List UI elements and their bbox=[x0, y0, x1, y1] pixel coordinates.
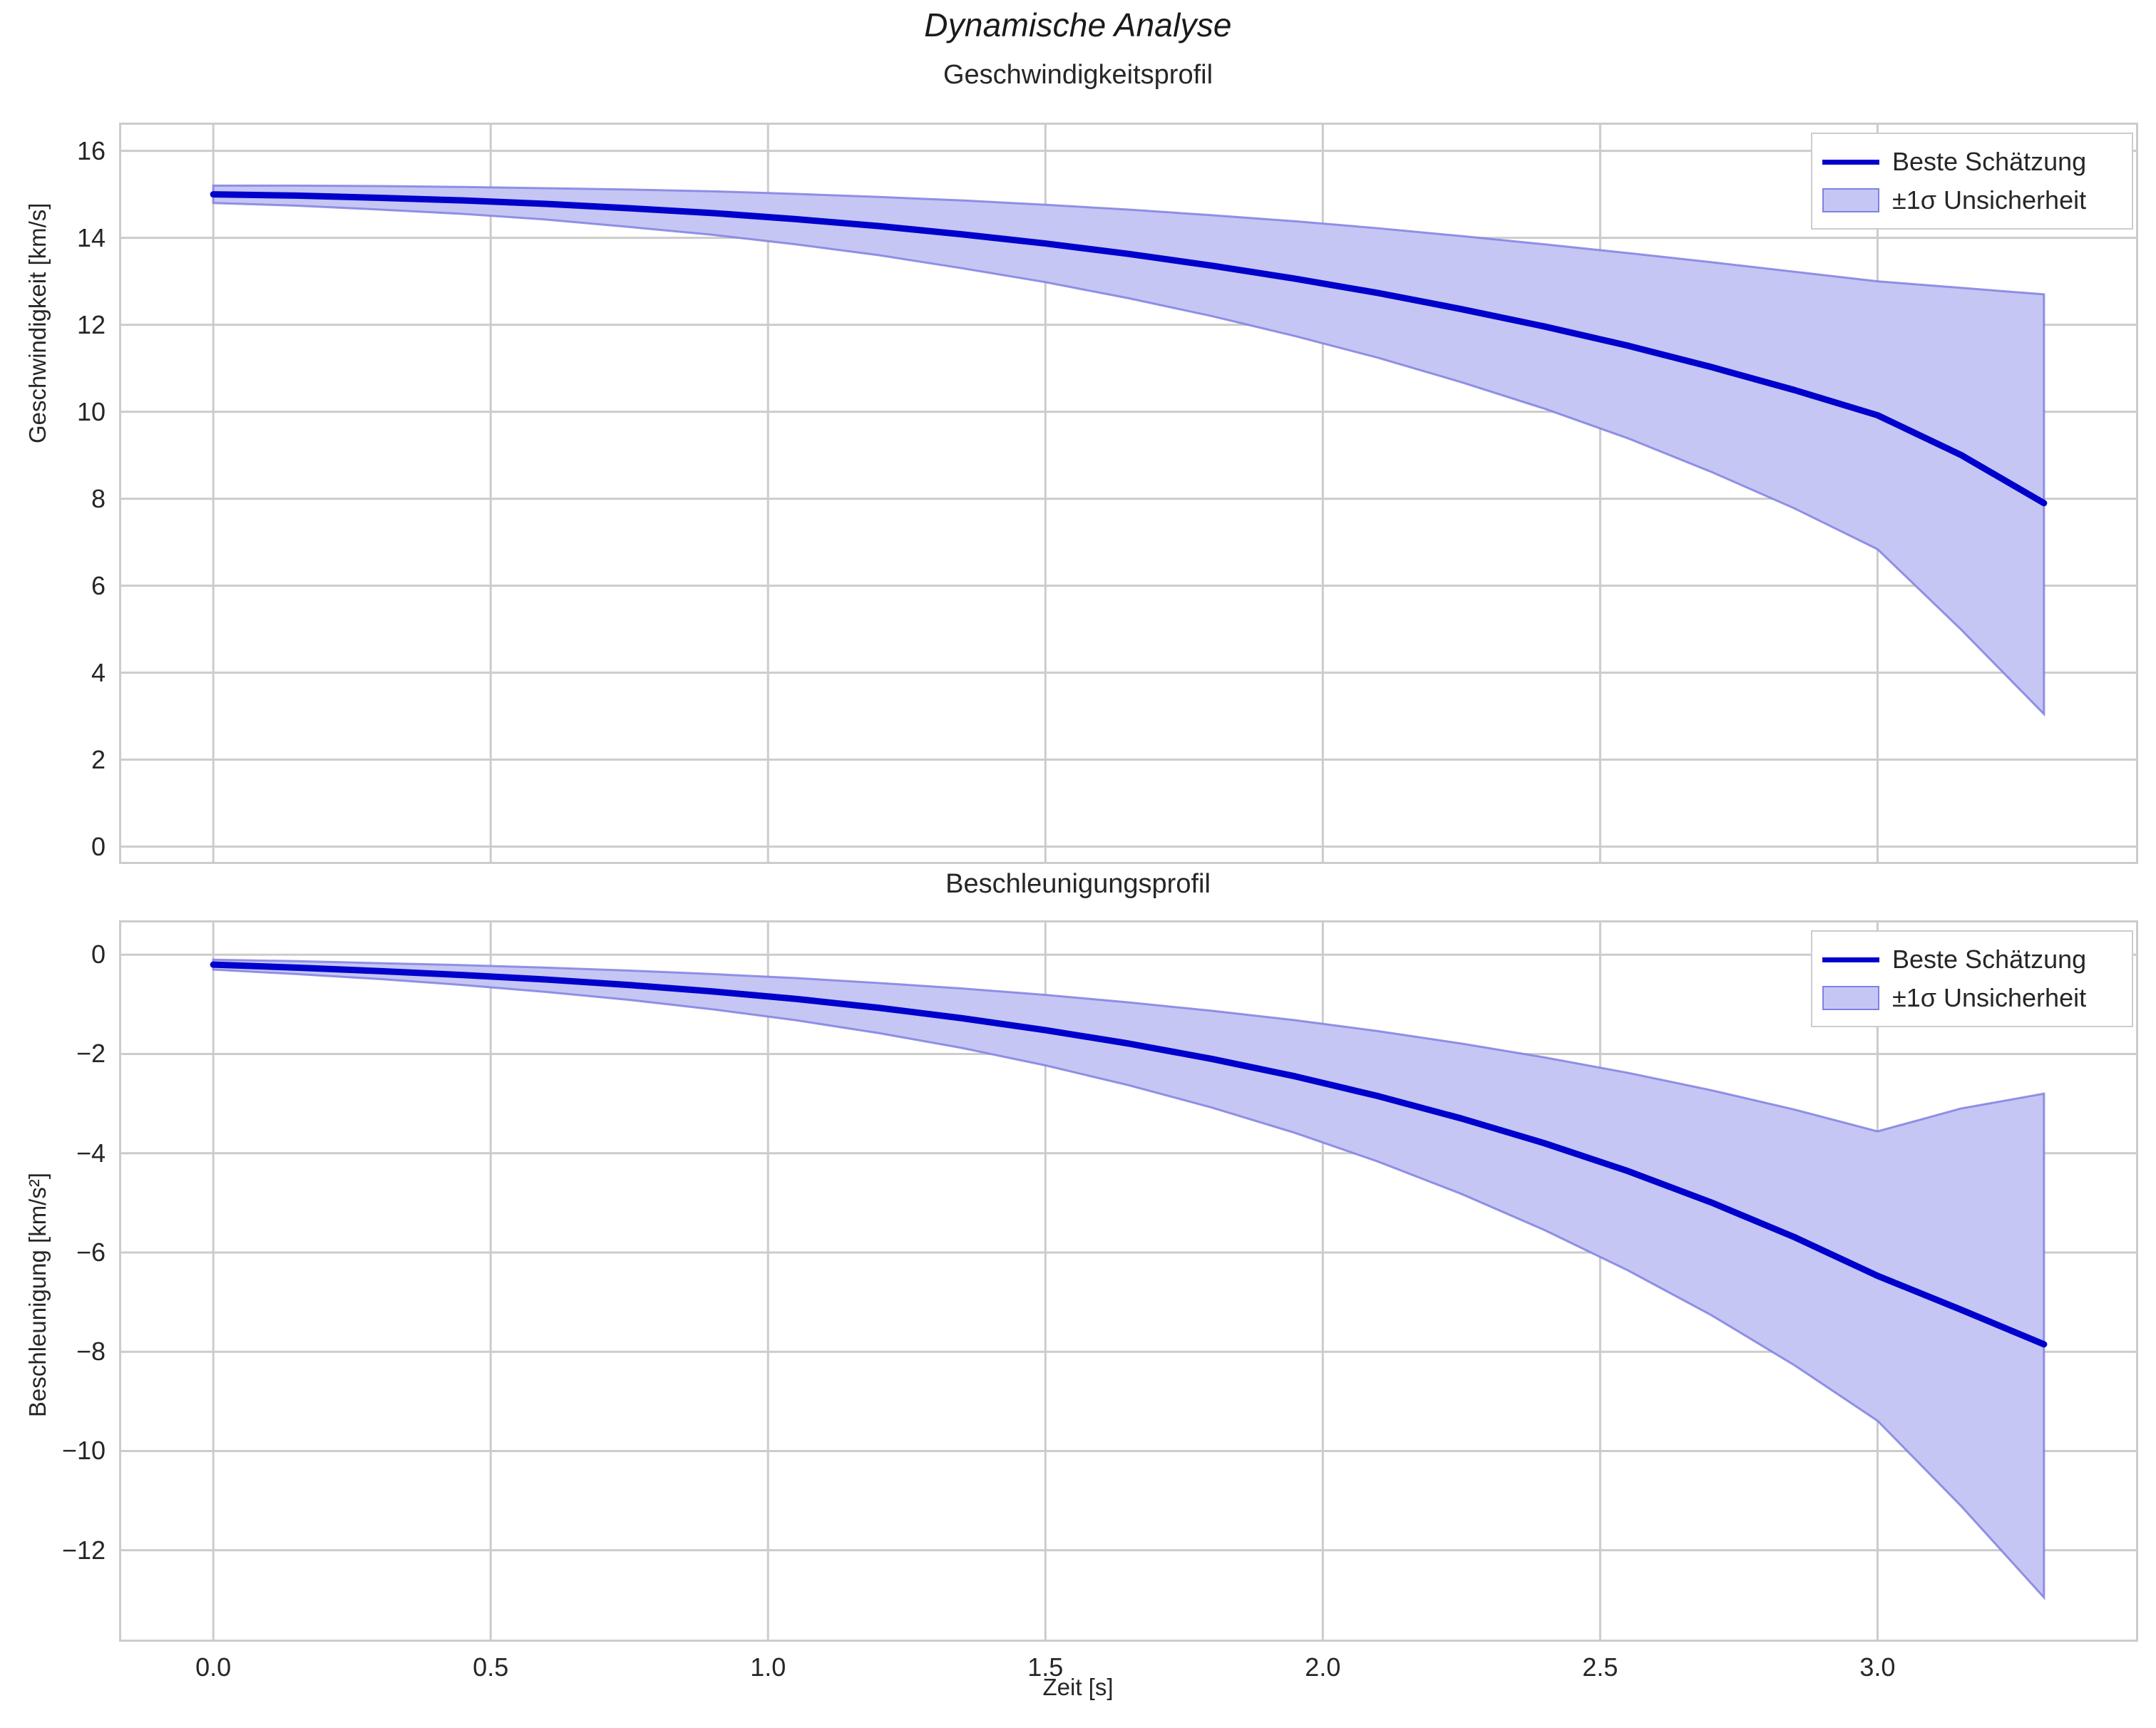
legend-label-best-estimate: Beste Schätzung bbox=[1892, 945, 2087, 974]
ytick-label: 6 bbox=[91, 570, 106, 600]
velocity-legend: Beste Schätzung ±1σ Unsicherheit bbox=[1811, 133, 2133, 230]
ytick-label: −10 bbox=[61, 1436, 106, 1466]
ytick-label: 8 bbox=[91, 483, 106, 513]
xtick-label: 1.0 bbox=[750, 1652, 786, 1682]
legend-item-uncertainty[interactable]: ±1σ Unsicherheit bbox=[1822, 181, 2119, 220]
ytick-label: −4 bbox=[76, 1138, 106, 1168]
ytick-label: −8 bbox=[76, 1337, 106, 1367]
ytick-label: 10 bbox=[76, 396, 106, 426]
xaxis-label: Zeit [s] bbox=[1042, 1674, 1114, 1700]
acceleration-axes-title: Beschleunigungsprofil bbox=[945, 869, 1211, 899]
legend-item-best-estimate[interactable]: Beste Schätzung bbox=[1822, 143, 2119, 181]
ytick-label: −2 bbox=[76, 1039, 106, 1069]
legend-label-uncertainty: ±1σ Unsicherheit bbox=[1892, 983, 2087, 1012]
legend-label-uncertainty: ±1σ Unsicherheit bbox=[1892, 185, 2087, 215]
xtick-label: 2.0 bbox=[1305, 1652, 1341, 1682]
acceleration-legend: Beste Schätzung ±1σ Unsicherheit bbox=[1811, 930, 2133, 1027]
legend-band-swatch-icon bbox=[1822, 986, 1879, 1010]
acceleration-plot-svg bbox=[121, 922, 2136, 1640]
velocity-plot-area bbox=[119, 123, 2138, 864]
ytick-label: −12 bbox=[61, 1535, 106, 1565]
xtick-label: 2.5 bbox=[1582, 1652, 1618, 1682]
xtick-label: 0.5 bbox=[473, 1652, 509, 1682]
ytick-label: 2 bbox=[91, 744, 106, 774]
legend-line-swatch-icon bbox=[1822, 957, 1879, 962]
acceleration-plot-area bbox=[119, 920, 2138, 1642]
ytick-label: 0 bbox=[91, 831, 106, 861]
ytick-label: 16 bbox=[76, 135, 106, 165]
velocity-axes-title: Geschwindigkeitsprofil bbox=[943, 60, 1213, 90]
legend-band-swatch-icon bbox=[1822, 188, 1879, 212]
xtick-label: 1.5 bbox=[1027, 1652, 1064, 1682]
acceleration-ylabel: Beschleunigung [km/s²] bbox=[24, 1172, 51, 1417]
legend-item-best-estimate[interactable]: Beste Schätzung bbox=[1822, 940, 2119, 979]
ytick-label: 12 bbox=[76, 309, 106, 339]
ytick-label: −6 bbox=[76, 1237, 106, 1267]
xtick-label: 3.0 bbox=[1859, 1652, 1896, 1682]
velocity-plot-svg bbox=[121, 125, 2136, 862]
legend-item-uncertainty[interactable]: ±1σ Unsicherheit bbox=[1822, 979, 2119, 1017]
ytick-label: 4 bbox=[91, 657, 106, 687]
xtick-label: 0.0 bbox=[195, 1652, 232, 1682]
legend-line-swatch-icon bbox=[1822, 159, 1879, 165]
figure-suptitle: Dynamische Analyse bbox=[924, 6, 1232, 43]
legend-label-best-estimate: Beste Schätzung bbox=[1892, 147, 2087, 176]
ytick-label: 0 bbox=[91, 940, 106, 970]
ytick-label: 14 bbox=[76, 222, 106, 252]
